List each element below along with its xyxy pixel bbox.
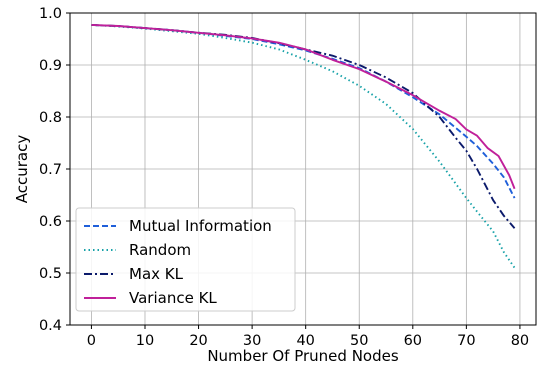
- y-tick-label-2: 0.6: [39, 214, 62, 230]
- legend-label-2: Max KL: [129, 265, 184, 283]
- series-line-0: [91, 24, 516, 199]
- y-tick-label-4: 0.8: [39, 110, 62, 126]
- x-tick-label-6: 60: [404, 333, 422, 349]
- x-tick-label-5: 50: [350, 333, 368, 349]
- x-axis-label: Number Of Pruned Nodes: [207, 347, 399, 365]
- x-tick-label-3: 30: [243, 333, 261, 349]
- x-tick-label-2: 20: [189, 333, 207, 349]
- x-tick-label-4: 40: [296, 333, 314, 349]
- series-line-3: [91, 24, 516, 190]
- y-tick-label-1: 0.5: [39, 266, 62, 282]
- y-tick-label-0: 0.4: [39, 318, 62, 334]
- series-layer: [91, 24, 516, 269]
- y-axis-label: Accuracy: [13, 135, 31, 204]
- y-tick-label-3: 0.7: [39, 162, 62, 178]
- x-tick-label-7: 70: [457, 333, 475, 349]
- legend-box: [75, 207, 296, 312]
- legend-label-3: Variance KL: [129, 289, 217, 307]
- tick-labels: 0 10 20 30 40 50 60 70 80 0.4 0.5 0.6 0.7 0.8 0.9 1.0: [39, 6, 529, 349]
- y-tick-label-5: 0.9: [39, 58, 62, 74]
- y-tick-label-6: 1.0: [39, 6, 62, 22]
- series-line-1: [91, 24, 516, 269]
- x-tick-label-8: 80: [511, 333, 529, 349]
- legend-label-0: Mutual Information: [129, 217, 272, 235]
- legend-label-1: Random: [129, 241, 191, 259]
- x-tick-label-0: 0: [87, 333, 96, 349]
- x-tick-label-1: 10: [136, 333, 154, 349]
- series-line-2: [91, 24, 516, 229]
- legend: Mutual Information Random Max KL Variance K…: [75, 207, 296, 312]
